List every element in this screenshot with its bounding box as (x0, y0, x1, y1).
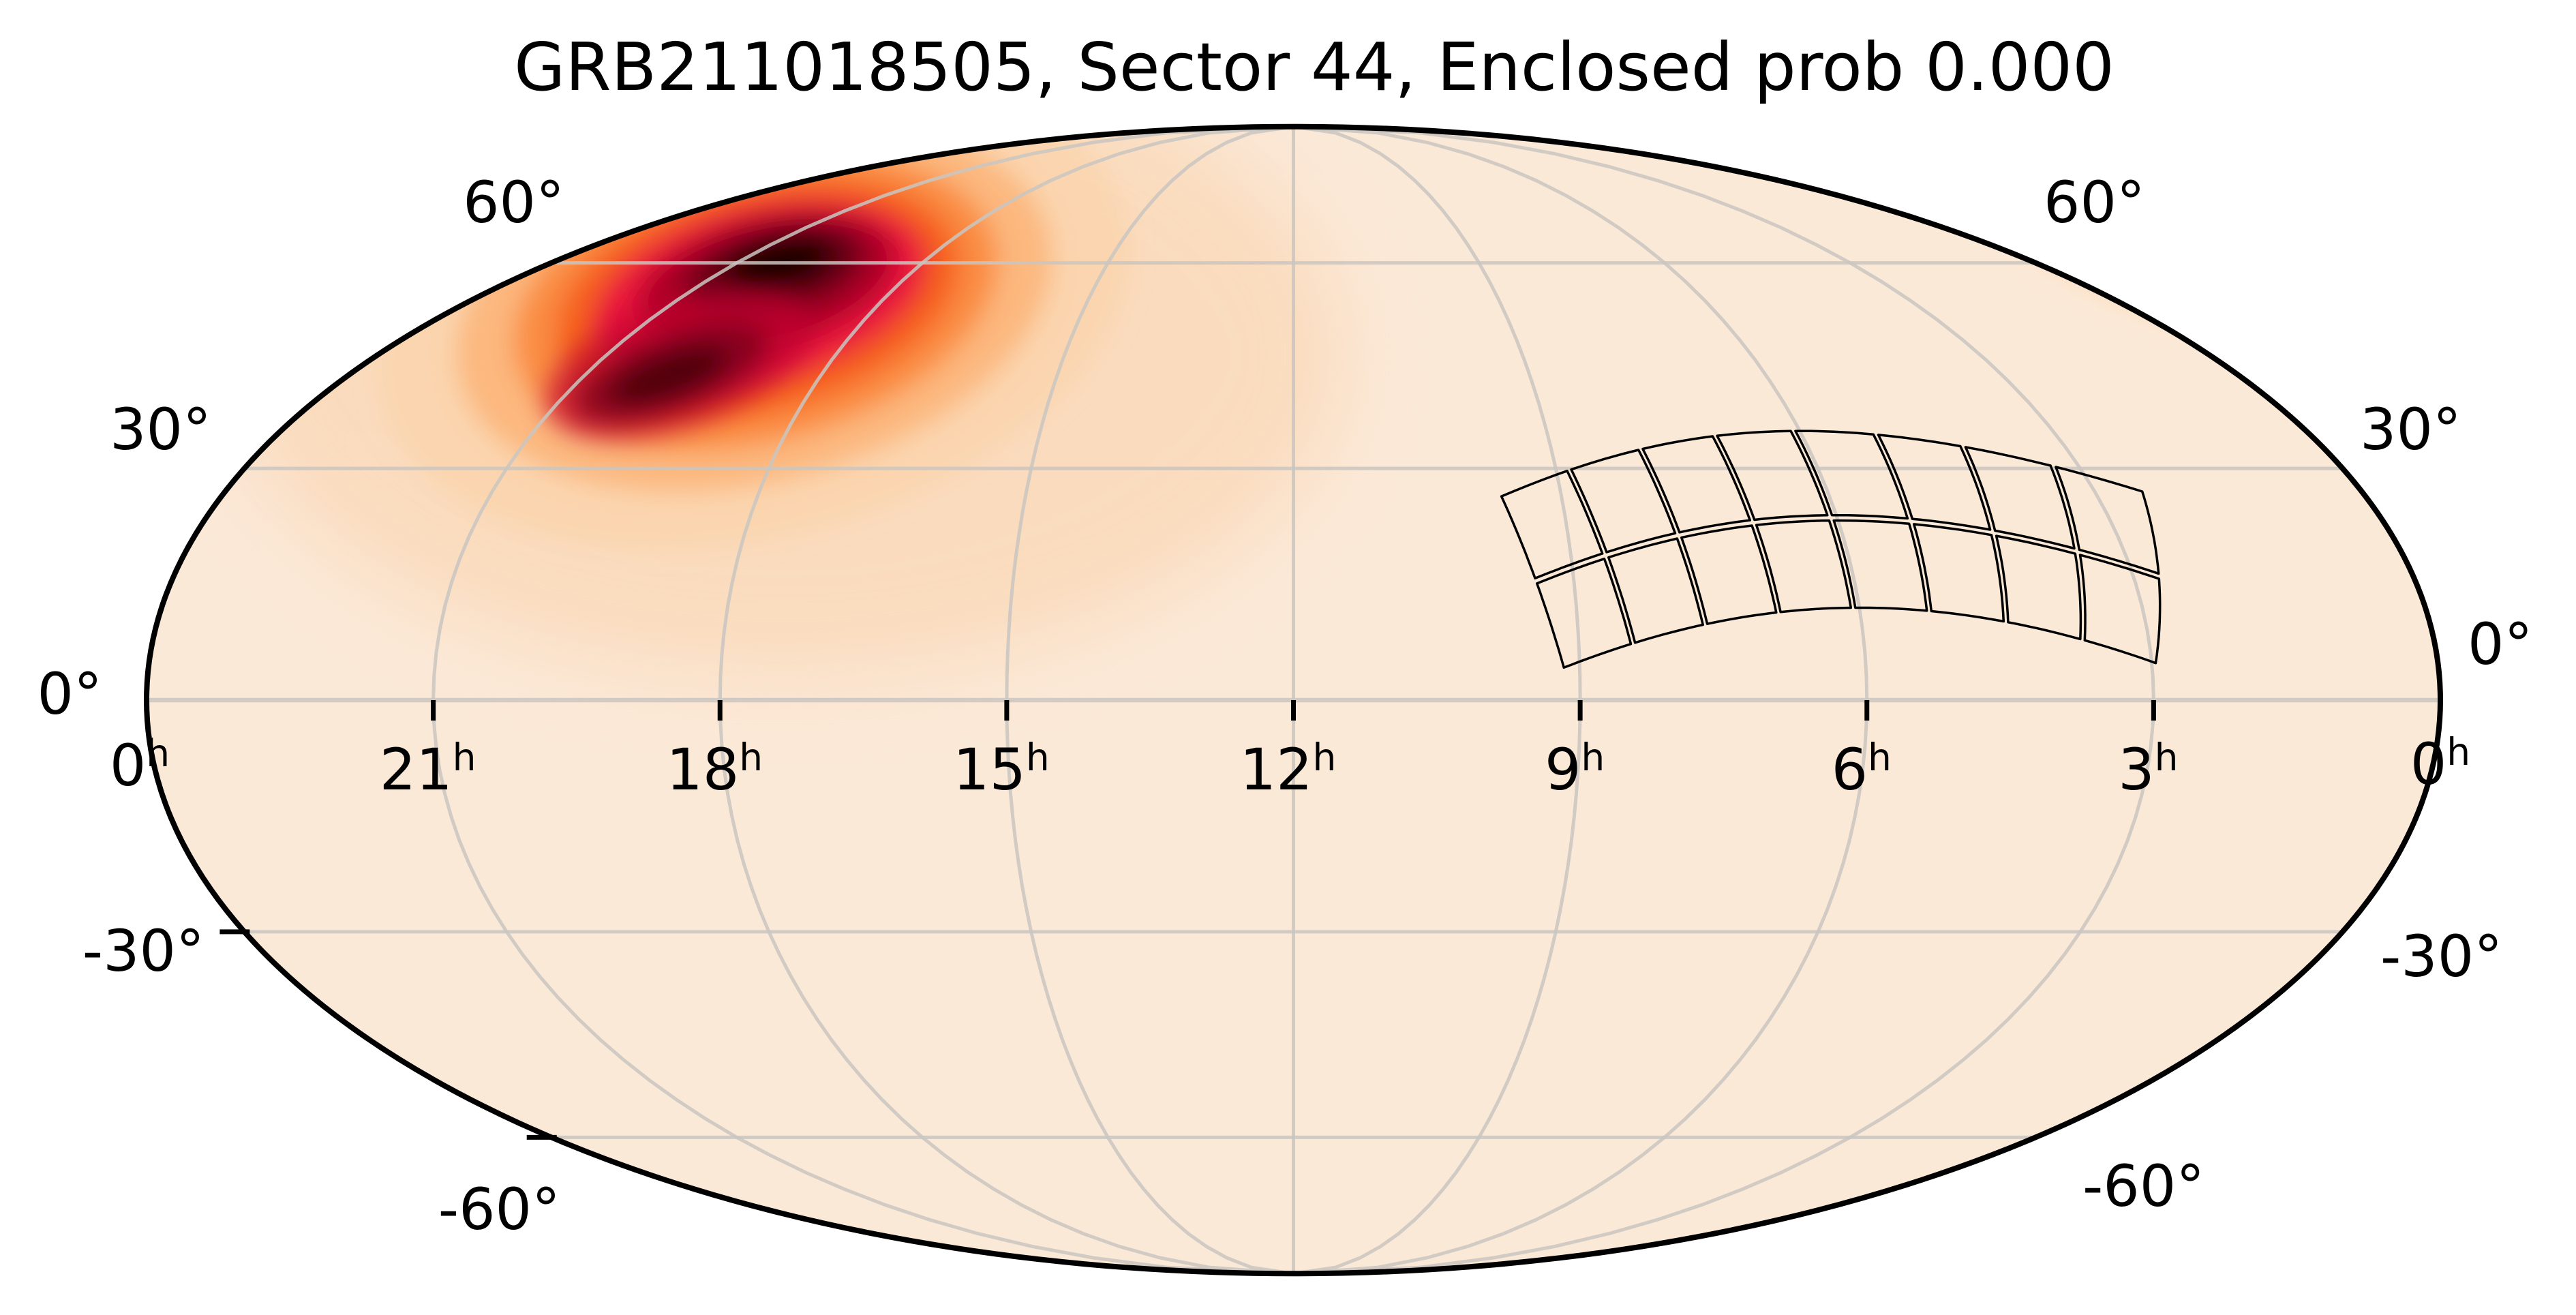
ccd-cell-col6-row1 (1607, 537, 1704, 644)
ccd-cell-col5-row0 (1641, 435, 1752, 534)
dec-label-left--30: -30° (82, 918, 204, 984)
secondary-lobe-layer-2 (609, 346, 729, 406)
ccd-cell-col0-row0 (2055, 466, 2160, 575)
chart-title: GRB211018505, Sector 44, Enclosed prob 0… (514, 29, 2115, 106)
dec-label-right--30: -30° (2380, 923, 2502, 990)
dec-label-left--60: -60° (438, 1176, 560, 1243)
ccd-cell-col7-row1 (1535, 557, 1633, 669)
ccd-cell-col2-row0 (1877, 434, 1992, 531)
ccd-cell-col4-row0 (1716, 429, 1829, 522)
ccd-cell-col1-row0 (1964, 446, 2076, 550)
ra-label-9h: 9h (1545, 736, 1605, 803)
ccd-cell-col3-row0 (1794, 429, 1909, 520)
ra-label-0h-left: 0h (110, 731, 170, 799)
ra-label-18h: 18h (666, 736, 763, 803)
ccd-cell-col2-row1 (1912, 523, 2005, 623)
ra-label-21h: 21h (380, 736, 476, 803)
ra-label-15h: 15h (953, 736, 1050, 803)
dec-label-right-30: 30° (2360, 396, 2461, 463)
axis-labels: 60° 30° 0° -30° -60° 60° 30° 0° -30° -60° 0h 21h 18h… (37, 169, 2533, 1243)
ccd-cell-col5-row1 (1680, 524, 1778, 625)
ccd-cell-col1-row1 (1995, 534, 2082, 641)
ccd-cell-col0-row1 (2078, 554, 2162, 665)
ra-label-3h: 3h (2118, 736, 2178, 803)
dec-label-left-0: 0° (37, 661, 102, 727)
ccd-cell-col6-row0 (1570, 449, 1677, 554)
ra-label-6h: 6h (1832, 736, 1892, 803)
ra-label-0h-right: 0h (2410, 730, 2470, 798)
dec-label-right--60: -60° (2082, 1153, 2204, 1220)
mollweide-plot: 60° 30° 0° -30° -60° 60° 30° 0° -30° -60° 0h 21h 18h… (37, 123, 2533, 1277)
axis-tick-marks (219, 700, 2156, 1140)
ra-label-12h: 12h (1240, 736, 1337, 803)
dec-label-left-60: 60° (463, 169, 564, 236)
ccd-cell-col4-row1 (1755, 519, 1853, 614)
dec-label-right-60: 60° (2044, 169, 2145, 236)
dec-label-left-30: 30° (110, 396, 211, 463)
ccd-cell-col7-row0 (1500, 470, 1604, 580)
map-border (144, 123, 2443, 1277)
ccd-cell-col3-row1 (1832, 519, 1928, 612)
tess-footprint (1500, 429, 2162, 669)
dec-label-right-0: 0° (2468, 611, 2532, 678)
main-blob-secondary-lobe (545, 286, 813, 439)
